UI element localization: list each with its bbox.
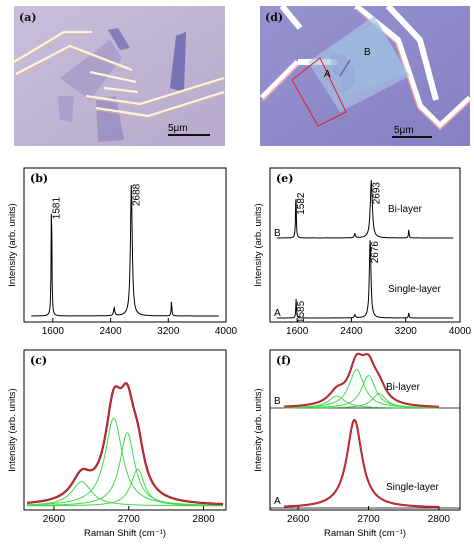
x-tick-label: 4000: [215, 326, 238, 337]
plot-frame: [269, 349, 461, 511]
spectrum-line: [276, 180, 454, 239]
plot-frame: [23, 349, 227, 511]
x-axis-label: Raman Shift (cm⁻¹): [84, 528, 166, 539]
spectrum-line: [31, 184, 219, 317]
scale-bar-label: 5μm: [394, 125, 414, 136]
flake-shape: [170, 32, 186, 92]
scale-bar-label: 5μm: [168, 123, 188, 134]
series-marker: B: [274, 228, 281, 239]
measured-spectrum-line: [27, 382, 224, 506]
flake-shape: [96, 96, 124, 142]
micrograph-a: (a) 5μm: [14, 6, 225, 146]
series-marker: A: [274, 496, 281, 507]
region-outline-a: [291, 57, 347, 127]
electrode-leads: [14, 30, 225, 118]
x-tick-label: 2600: [43, 514, 66, 525]
series-label: Single-layer: [388, 284, 441, 295]
x-tick-label: 3200: [157, 326, 180, 337]
micrograph-d: (d) A B 5μm: [260, 6, 470, 146]
fit-sum-line: [27, 382, 224, 505]
x-axis-label: Raman Shift (cm⁻¹): [324, 528, 406, 539]
panel-label: (b): [30, 172, 48, 185]
series-marker: A: [274, 308, 281, 319]
plot-frame: [23, 167, 227, 323]
x-tick-label: 2800: [192, 514, 215, 525]
y-axis-label: Intensity (arb. units): [253, 203, 264, 286]
y-axis-label: Intensity (arb. units): [7, 203, 18, 286]
raman-2d-fit-c: 2600 2700 2800 Intensity (arb. units) Raman …: [7, 349, 227, 539]
panel-label: (e): [276, 172, 293, 185]
panel-label: (f): [276, 354, 291, 367]
series-marker: B: [274, 396, 281, 407]
flake-shape: [58, 96, 74, 122]
x-tick-label: 2700: [357, 514, 380, 525]
x-tick-label: 2400: [99, 326, 122, 337]
peak-label: 2693: [371, 182, 382, 205]
raman-spectrum-b: 1600 2400 3200 4000 Intensity (arb. units) (b…: [7, 167, 238, 337]
fit-component-line: [27, 468, 223, 507]
measured-spectrum-line: [284, 418, 439, 508]
measured-spectrum-line: [283, 352, 439, 408]
peak-label: 1582: [296, 192, 307, 215]
fit-component-line: [284, 393, 439, 409]
flake-shape: [108, 28, 130, 50]
fit-component-line: [27, 481, 223, 507]
x-tick-label: 1600: [286, 326, 309, 337]
x-tick-label: 2800: [428, 514, 451, 525]
x-tick-label: 3200: [395, 326, 418, 337]
raman-2d-fit-f: 2600 2700 2800 Intensity (arb. units) Raman …: [253, 349, 461, 539]
panel-label-a: (a): [19, 11, 37, 24]
x-tick-label: 1600: [42, 326, 65, 337]
fit-sum-line: [284, 419, 439, 508]
plot-frame: [269, 167, 461, 323]
spectrum-line: [276, 240, 454, 319]
flake-shape: [60, 40, 122, 100]
panel-label: (c): [30, 354, 47, 367]
y-axis-label: Intensity (arb. units): [7, 388, 18, 471]
series-label: Bi-layer: [388, 204, 423, 215]
fit-component-line: [27, 417, 223, 506]
fit-component-line: [27, 432, 223, 506]
panel-label-d: (d): [265, 11, 283, 24]
region-label-a: A: [324, 69, 331, 80]
x-tick-label: 2700: [118, 514, 141, 525]
x-tick-label: 2600: [287, 514, 310, 525]
y-axis-label: Intensity (arb. units): [253, 388, 264, 471]
series-label: Single-layer: [386, 482, 439, 493]
region-label-b: B: [364, 47, 371, 58]
peak-label: 2688: [131, 183, 142, 206]
peak-label: 2676: [370, 241, 381, 264]
series-label: Bi-layer: [386, 382, 421, 393]
x-tick-label: 4000: [449, 326, 472, 337]
peak-label: 1581: [51, 197, 62, 220]
x-tick-label: 2400: [340, 326, 363, 337]
fit-sum-line: [283, 353, 439, 408]
peak-label: 1585: [296, 300, 307, 323]
raman-spectrum-e: 1600 2400 3200 4000 Intensity (arb. units) (e…: [253, 167, 472, 337]
